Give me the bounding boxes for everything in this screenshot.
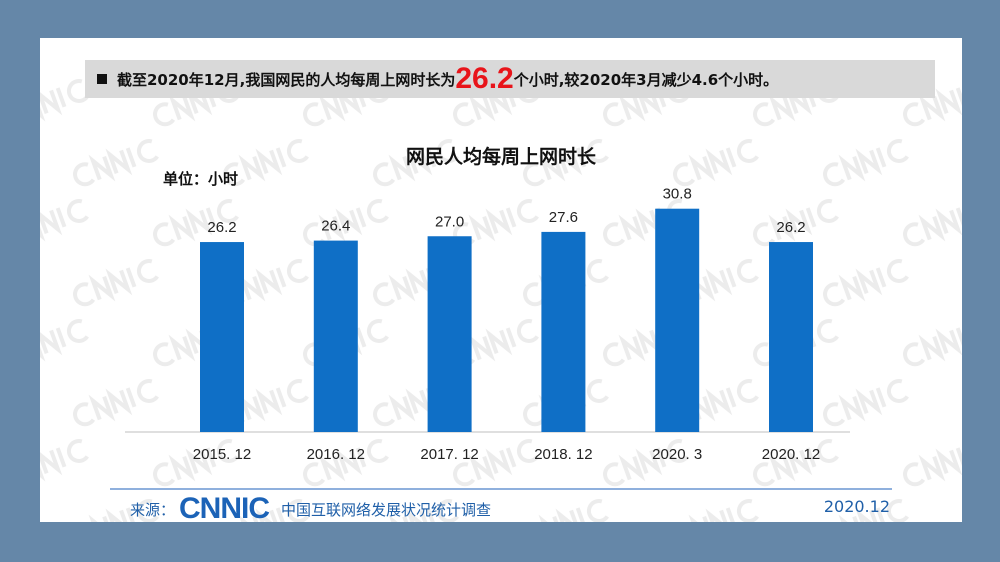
x-tick-label: 2017. 12 xyxy=(420,446,478,463)
x-tick-label: 2016. 12 xyxy=(307,446,365,463)
bar xyxy=(427,236,472,432)
bar xyxy=(655,208,700,432)
headline-prefix: 截至2020年12月,我国网民的人均每周上网时长为 xyxy=(117,70,456,89)
source-org: 中国互联网络发展状况统计调查 xyxy=(281,500,492,519)
data-label: 26.2 xyxy=(776,219,805,236)
headline-highlight: 26.2 xyxy=(455,62,514,95)
bar-chart: 26.2 2015. 12 26.4 2016. 12 27.0 2017. 12 27.6… xyxy=(125,186,850,463)
slide: 截至2020年12月,我国网民的人均每周上网时长为 26.2 个小时,较2020… xyxy=(40,38,962,522)
headline-suffix: 个小时,较2020年3月减少4.6个小时。 xyxy=(513,70,779,89)
bar xyxy=(769,242,813,432)
footer-divider xyxy=(110,488,892,490)
footer-date: 2020.12 xyxy=(823,497,890,516)
source-label: 来源： xyxy=(130,500,176,519)
x-tick-label: 2015. 12 xyxy=(193,446,251,463)
x-tick-label: 2020. 3 xyxy=(652,446,702,463)
data-label: 30.8 xyxy=(663,186,692,203)
data-label: 27.6 xyxy=(549,209,578,226)
x-tick-label: 2018. 12 xyxy=(534,446,592,463)
unit-label: 单位：小时 xyxy=(163,170,239,188)
chart-title: 网民人均每周上网时长 xyxy=(405,146,596,168)
data-label: 26.4 xyxy=(321,218,350,235)
data-label: 26.2 xyxy=(207,219,236,236)
cnnic-logo: CNNIC xyxy=(179,492,270,522)
bar xyxy=(313,240,358,432)
bar xyxy=(200,242,244,432)
source: 来源： CNNIC 中国互联网络发展状况统计调查 xyxy=(130,492,491,522)
bar xyxy=(541,231,586,432)
data-label: 27.0 xyxy=(435,213,464,230)
bullet-square-icon xyxy=(97,74,107,84)
headline-banner: 截至2020年12月,我国网民的人均每周上网时长为 26.2 个小时,较2020… xyxy=(85,60,935,98)
x-tick-label: 2020. 12 xyxy=(762,446,820,463)
